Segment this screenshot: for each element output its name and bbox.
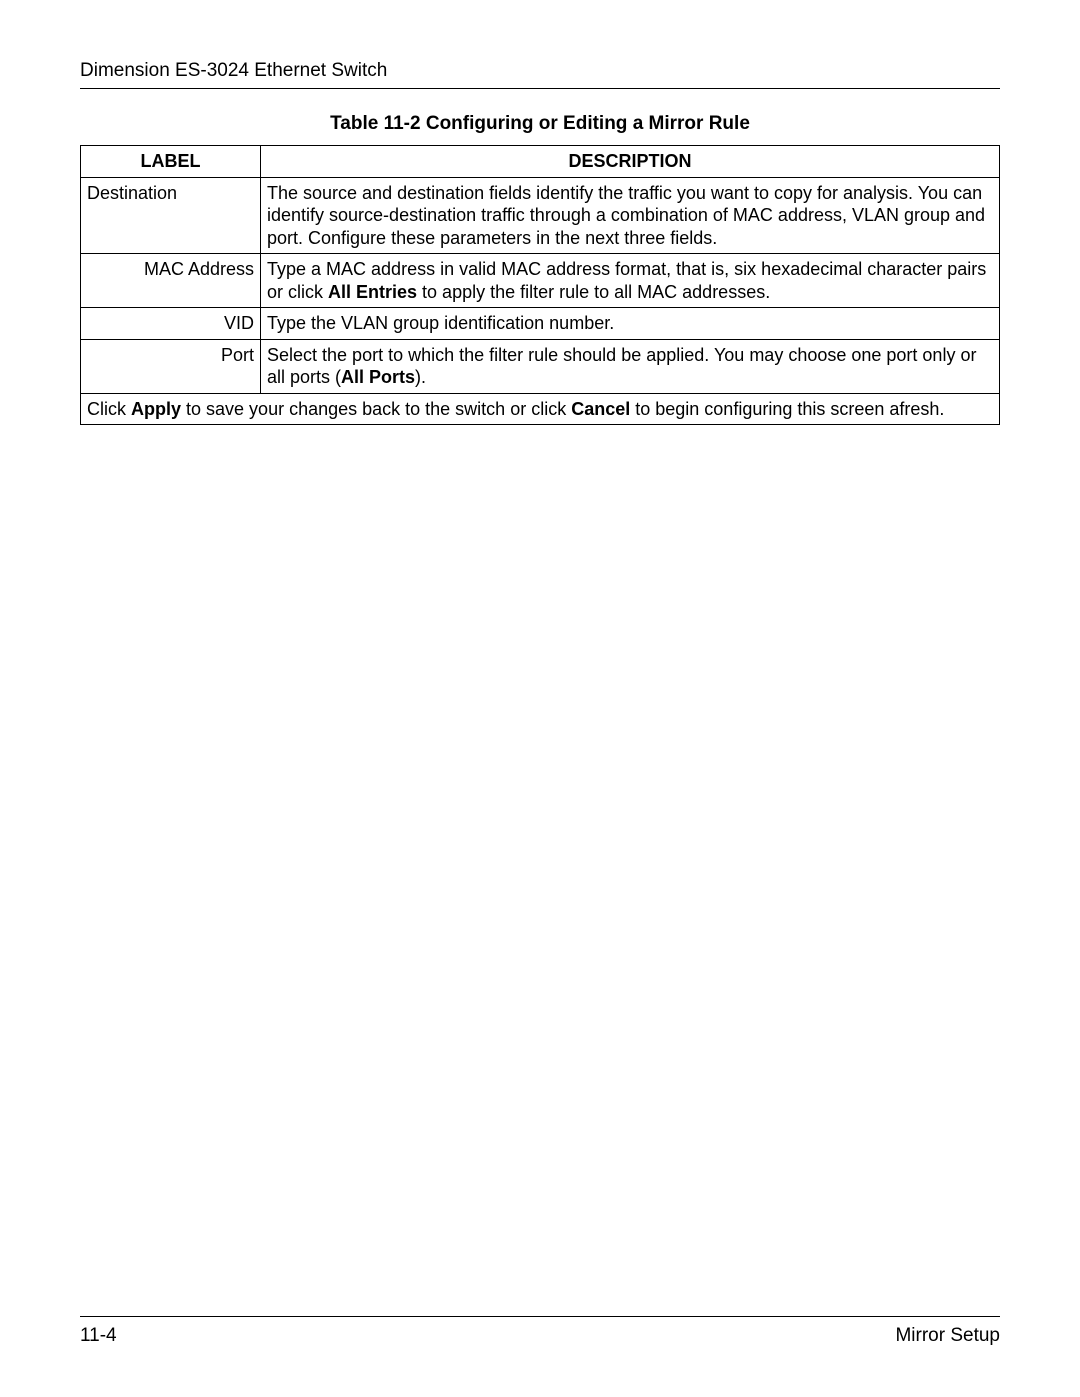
mirror-rule-table: LABEL DESCRIPTION Destination The source… [80,145,1000,425]
text-segment: ). [415,367,426,387]
table-row: Port Select the port to which the filter… [81,339,1000,393]
bold-all-ports: All Ports [341,367,415,387]
page-header-title: Dimension ES-3024 Ethernet Switch [80,60,1000,89]
table-row: VID Type the VLAN group identification n… [81,308,1000,340]
page-footer: 11-4 Mirror Setup [80,1316,1000,1347]
cell-desc-destination: The source and destination fields identi… [261,177,1000,254]
cell-label-mac: MAC Address [81,254,261,308]
cell-footer-note: Click Apply to save your changes back to… [81,393,1000,425]
cell-desc-vid: Type the VLAN group identification numbe… [261,308,1000,340]
text-segment: to begin configuring this screen afresh. [630,399,944,419]
col-header-description: DESCRIPTION [261,146,1000,178]
table-row: MAC Address Type a MAC address in valid … [81,254,1000,308]
text-segment: to apply the filter rule to all MAC addr… [417,282,770,302]
cell-label-port: Port [81,339,261,393]
footer-page-number: 11-4 [80,1325,117,1347]
cell-label-destination: Destination [81,177,261,254]
cell-label-vid: VID [81,308,261,340]
bold-apply: Apply [131,399,181,419]
text-segment: to save your changes back to the switch … [181,399,571,419]
table-row-footer: Click Apply to save your changes back to… [81,393,1000,425]
footer-section-title: Mirror Setup [895,1325,1000,1347]
cell-desc-mac: Type a MAC address in valid MAC address … [261,254,1000,308]
bold-cancel: Cancel [571,399,630,419]
table-header-row: LABEL DESCRIPTION [81,146,1000,178]
cell-desc-port: Select the port to which the filter rule… [261,339,1000,393]
table-caption: Table 11-2 Configuring or Editing a Mirr… [80,113,1000,135]
text-segment: Click [87,399,131,419]
document-page: Dimension ES-3024 Ethernet Switch Table … [0,0,1080,1397]
table-row: Destination The source and destination f… [81,177,1000,254]
bold-all-entries: All Entries [328,282,417,302]
col-header-label: LABEL [81,146,261,178]
